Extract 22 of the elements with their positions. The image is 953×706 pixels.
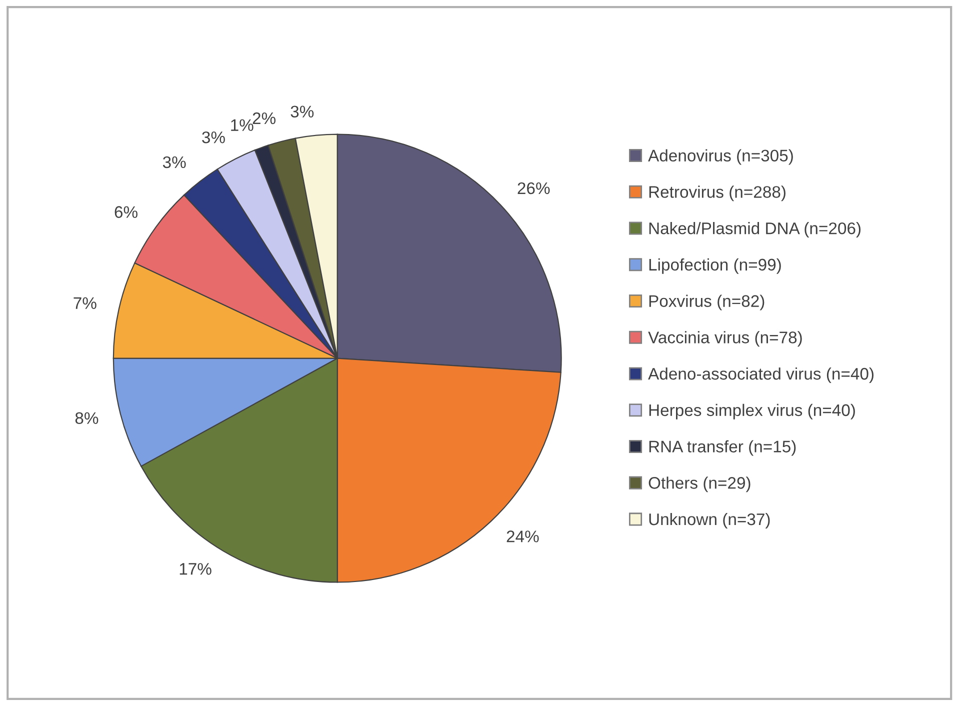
data-label: 3%: [162, 156, 186, 168]
data-label: 8%: [75, 412, 98, 424]
legend-label: Unknown (n=37): [649, 512, 770, 528]
legend-label: Herpes simplex virus (n=40): [649, 404, 855, 420]
data-label: 1%: [231, 119, 254, 131]
data-label: 24%: [506, 530, 539, 542]
data-label: 17%: [180, 563, 212, 575]
data-label: 6%: [114, 206, 138, 218]
data-label: 3%: [202, 131, 225, 144]
legend-label: Poxvirus (n=82): [649, 294, 764, 310]
data-label: 7%: [74, 297, 96, 309]
legend-label: Lipofection (n=99): [649, 258, 781, 274]
legend-label: Retrovirus (n=288): [649, 186, 786, 202]
legend-label: Adenovirus (n=305): [648, 149, 793, 165]
legend-label: Vaccinia virus (n=78): [648, 331, 802, 347]
legend-label: Adeno-associated virus (n=40): [648, 367, 874, 384]
legend-label: RNA transfer (n=15): [649, 440, 796, 456]
data-label: 3%: [290, 106, 314, 118]
legend-label: Naked/Plasmid DNA (n=206): [649, 222, 861, 238]
data-label: 2%: [252, 112, 276, 124]
data-label: 26%: [518, 182, 550, 194]
legend-label: Others (n=29): [648, 476, 750, 492]
